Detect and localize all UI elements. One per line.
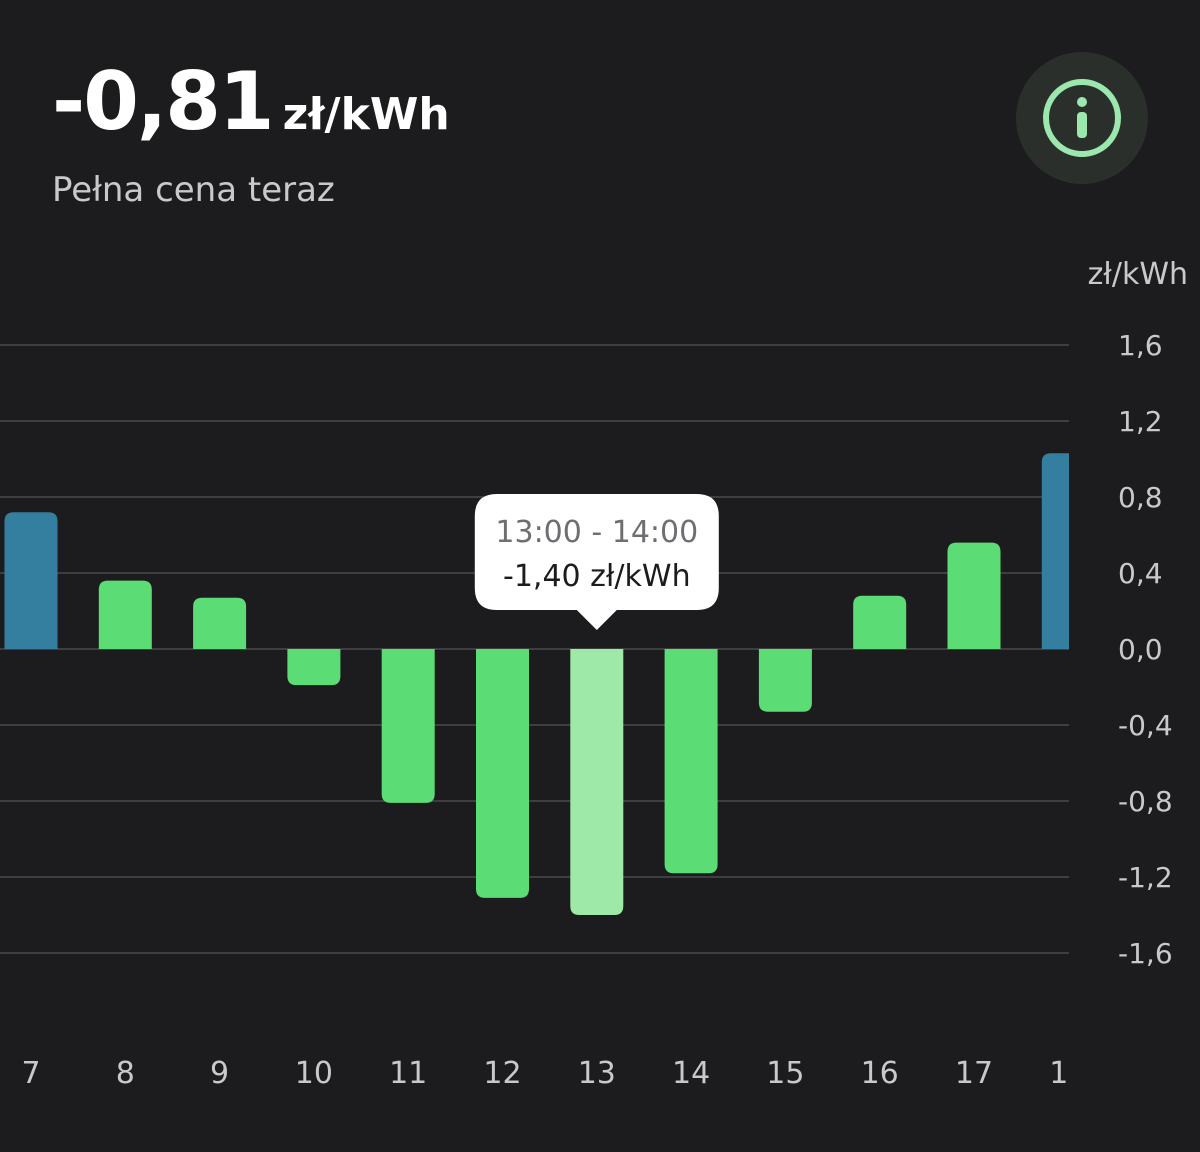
x-tick-label: 9 [210,1056,229,1091]
bar-hour-10[interactable] [287,649,341,686]
bar-hour-9[interactable] [193,597,247,649]
tooltip-value: -1,40 zł/kWh [503,559,691,594]
y-tick-label: 1,6 [1118,329,1163,362]
current-price: -0,81 zł/kWh [52,62,450,142]
x-tick-label: 12 [483,1056,521,1091]
bar-hour-14[interactable] [664,649,718,874]
bar-hour-17[interactable] [947,542,1001,649]
info-icon [1043,79,1121,157]
tooltip-range: 13:00 - 14:00 [495,515,698,550]
bar-hour-18[interactable] [1041,453,1095,649]
bar-hour-12[interactable] [476,649,529,898]
x-axis: 7 8 9 10 11 12 13 14 15 16 17 18 [21,1056,1087,1091]
x-tick-label: 7 [21,1056,40,1091]
bar-hour-8[interactable] [98,580,152,649]
y-tick-label: 0,0 [1118,633,1163,666]
bar-hour-11[interactable] [381,649,435,803]
x-tick-label: 14 [672,1056,710,1091]
x-tick-label: 8 [116,1056,135,1091]
info-button[interactable] [1016,52,1148,184]
x-tick-label: 10 [295,1056,333,1091]
x-tick-label: 17 [955,1056,993,1091]
y-axis: 1,6 1,2 0,8 0,4 0,0 -0,4 -0,8 -1,2 -1,6 [1118,329,1173,970]
bars [4,453,1095,915]
x-tick-label: 11 [389,1056,427,1091]
y-tick-label: 0,4 [1118,557,1163,590]
grid-lines [0,344,1069,954]
y-tick-label: 0,8 [1118,481,1163,514]
price-value: -0,81 [52,55,275,148]
y-tick-label: -1,2 [1118,861,1173,894]
x-tick-label: 15 [766,1056,804,1091]
bar-hour-7[interactable] [4,512,58,649]
bar-hour-16[interactable] [853,595,907,649]
x-tick-label: 16 [861,1056,899,1091]
y-tick-label: -0,8 [1118,785,1173,818]
y-tick-label: -1,6 [1118,937,1173,970]
y-axis-unit: zł/kWh [1088,257,1188,292]
price-subtitle: Pełna cena teraz [52,170,335,210]
y-tick-label: 1,2 [1118,405,1163,438]
bar-hour-13[interactable] [570,649,624,915]
price-header: -0,81 zł/kWh Pełna cena teraz [52,62,450,211]
x-tick-label: 13 [578,1056,616,1091]
x-tick-label: 18 [1049,1056,1087,1091]
tooltip: 13:00 - 14:00 -1,40 zł/kWh [474,494,719,630]
bar-hour-15[interactable] [758,649,812,712]
price-unit: zł/kWh [282,89,450,140]
tooltip-bubble [474,494,719,630]
y-tick-label: -0,4 [1118,709,1173,742]
